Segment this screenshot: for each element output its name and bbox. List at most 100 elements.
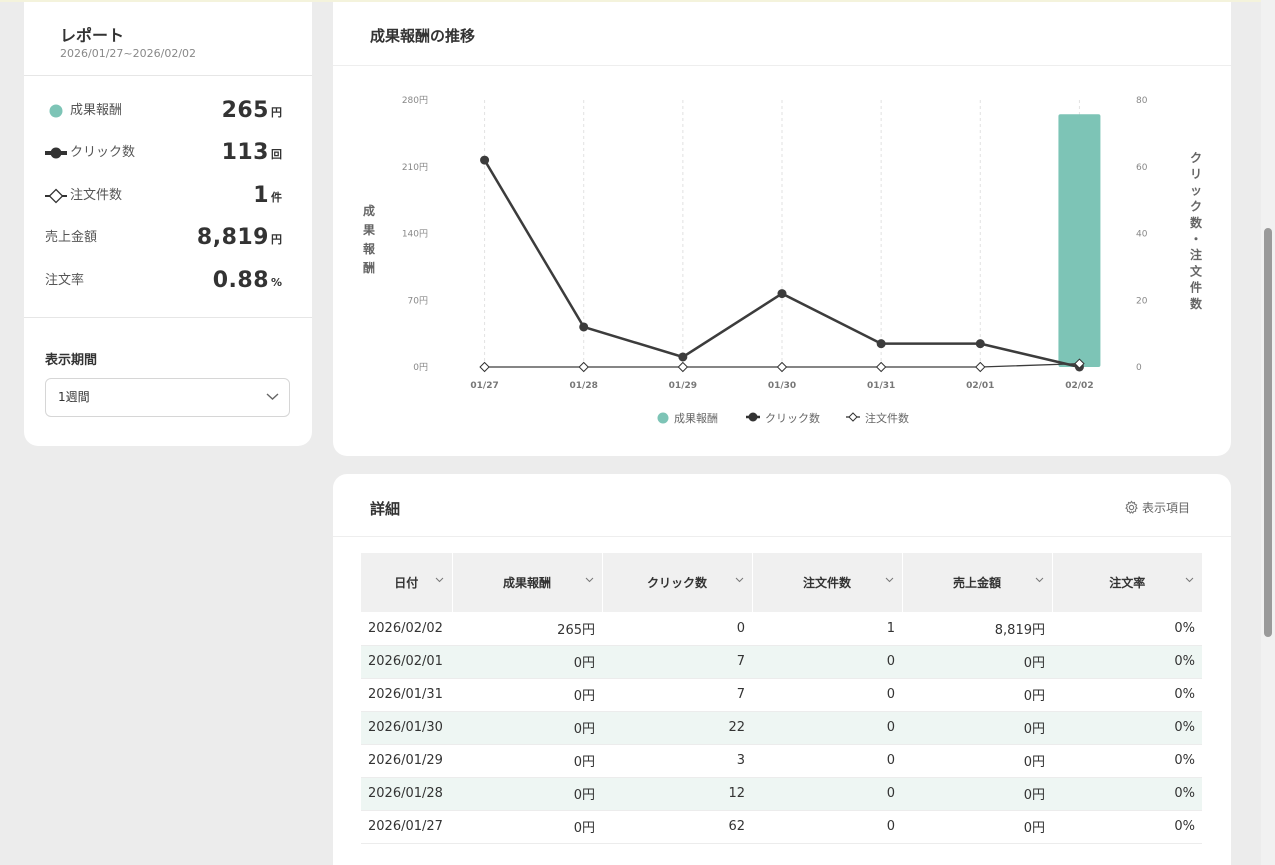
column-header-label: 成果報酬 (502, 576, 551, 590)
cell-orders: 0 (752, 744, 902, 778)
cell-reward: 0円 (452, 645, 602, 679)
sort-chevron-icon (435, 577, 443, 583)
cell-date: 2026/02/01 (361, 645, 452, 679)
cell-clicks: 7 (602, 678, 752, 712)
table-row: 2026/02/01 0円 7 0 0円 0% (361, 645, 1202, 679)
y-left-axis-title-char: 成 (363, 203, 375, 218)
period-selected-value: 1週間 (58, 390, 90, 404)
cell-orders: 0 (752, 711, 902, 745)
metric-rate-unit: % (271, 276, 283, 289)
cell-sales: 8,819円 (902, 612, 1052, 646)
y-left-axis-title-char: 酬 (363, 261, 375, 275)
y-right-axis-title-char: リ (1190, 167, 1202, 181)
display-columns-label: 表示項目 (1141, 501, 1190, 515)
report-title: レポート (60, 26, 125, 45)
cell-reward: 0円 (452, 711, 602, 745)
metric-orders-value: 1 (253, 183, 269, 208)
y-left-tick-label: 0円 (413, 362, 428, 373)
metric-sales-label: 売上金額 (45, 230, 98, 245)
y-right-tick-label: 0 (1136, 363, 1142, 373)
teal-dot-icon (49, 104, 63, 118)
metric-orders: 注文件数 1 件 (45, 182, 291, 210)
cell-date: 2026/01/30 (361, 711, 452, 745)
cell-sales: 0円 (902, 711, 1052, 745)
cell-clicks: 3 (602, 744, 752, 778)
table-row: 2026/01/27 0円 62 0 0円 0% (361, 810, 1202, 844)
diamond-line-icon (45, 188, 67, 204)
details-title: 詳細 (370, 500, 401, 518)
column-header-orders[interactable]: 注文件数 (752, 553, 903, 612)
column-header-reward[interactable]: 成果報酬 (452, 553, 603, 612)
cell-orders: 0 (752, 810, 902, 844)
cell-date: 2026/01/31 (361, 678, 452, 712)
divider (333, 65, 1231, 66)
x-tick-label: 01/31 (867, 381, 895, 391)
chart-title: 成果報酬の推移 (370, 27, 476, 45)
scrollbar-thumb[interactable] (1264, 228, 1272, 637)
y-left-axis-title-char: 果 (362, 223, 375, 237)
point-clicks (777, 289, 787, 299)
point-clicks (480, 155, 490, 165)
column-header-rate[interactable]: 注文率 (1052, 553, 1202, 612)
bar (1058, 114, 1101, 367)
column-header-label: 日付 (394, 576, 419, 590)
sort-chevron-icon (1185, 577, 1194, 583)
metric-clicks-unit: 回 (271, 148, 282, 161)
cell-clicks: 62 (602, 810, 752, 844)
table-row: 2026/01/29 0円 3 0 0円 0% (361, 744, 1202, 778)
y-right-axis-title-char: ク (1190, 200, 1202, 214)
gear-icon (1125, 500, 1138, 514)
display-columns-button[interactable]: 表示項目 (1124, 499, 1190, 516)
point-orders (578, 361, 589, 373)
metric-sales-value: 8,819 (196, 225, 269, 250)
point-orders (479, 361, 490, 373)
cell-clicks: 7 (602, 645, 752, 679)
x-tick-label: 02/01 (966, 381, 994, 391)
cell-sales: 0円 (902, 810, 1052, 844)
cell-reward: 265円 (452, 612, 602, 646)
metric-sales: 売上金額 8,819 円 (45, 224, 291, 252)
metric-rate: 注文率 0.88 % (45, 267, 291, 295)
point-orders (875, 361, 887, 373)
metric-clicks: クリック数 113 回 (45, 139, 291, 167)
x-tick-label: 01/27 (470, 381, 498, 391)
metric-rate-value: 0.88 (212, 268, 269, 293)
y-right-axis-title-char: ク (1190, 151, 1202, 165)
cell-sales: 0円 (902, 645, 1052, 679)
point-clicks (579, 322, 589, 332)
column-header-date[interactable]: 日付 (361, 553, 453, 612)
y-right-tick-label: 40 (1136, 230, 1148, 240)
details-table: 日付 成果報酬 クリック数 注文件数 売上金額 注文率 2026/02/02 2… (361, 553, 1202, 844)
y-right-tick-label: 60 (1136, 163, 1148, 173)
divider (24, 317, 312, 318)
point-clicks (678, 352, 688, 362)
metric-orders-unit: 件 (271, 191, 282, 204)
cell-orders: 0 (752, 678, 902, 712)
column-header-clicks[interactable]: クリック数 (602, 553, 753, 612)
cell-reward: 0円 (452, 810, 602, 844)
point-orders (975, 361, 986, 373)
metric-reward: 成果報酬 265 円 (45, 97, 291, 125)
column-header-label: 注文率 (1109, 576, 1146, 590)
legend-orders-label: 注文件数 (865, 411, 909, 425)
cell-orders: 1 (752, 612, 902, 646)
sort-chevron-icon (1035, 577, 1043, 583)
metric-clicks-label: クリック数 (70, 145, 136, 160)
table-header-row: 日付 成果報酬 クリック数 注文件数 売上金額 注文率 (361, 553, 1202, 612)
y-right-tick-label: 20 (1136, 296, 1148, 306)
column-header-sales[interactable]: 売上金額 (902, 553, 1053, 612)
point-orders (776, 361, 788, 373)
cell-rate: 0% (1052, 777, 1202, 811)
report-date-range: 2026/01/27~2026/02/02 (60, 47, 197, 60)
point-clicks (975, 339, 985, 349)
reward-trend-chart: 0円70円140円210円280円020406080成果報酬クリック数・注文件数… (362, 95, 1203, 425)
table-row: 2026/01/28 0円 12 0 0円 0% (361, 777, 1202, 811)
metric-orders-label: 注文件数 (70, 188, 123, 203)
cell-rate: 0% (1052, 612, 1202, 646)
period-select[interactable]: 1週間 (45, 378, 290, 417)
table-row: 2026/01/31 0円 7 0 0円 0% (361, 678, 1202, 712)
cell-orders: 0 (752, 645, 902, 679)
cell-clicks: 12 (602, 777, 752, 811)
sort-chevron-icon (735, 577, 743, 583)
point-clicks (876, 339, 886, 349)
